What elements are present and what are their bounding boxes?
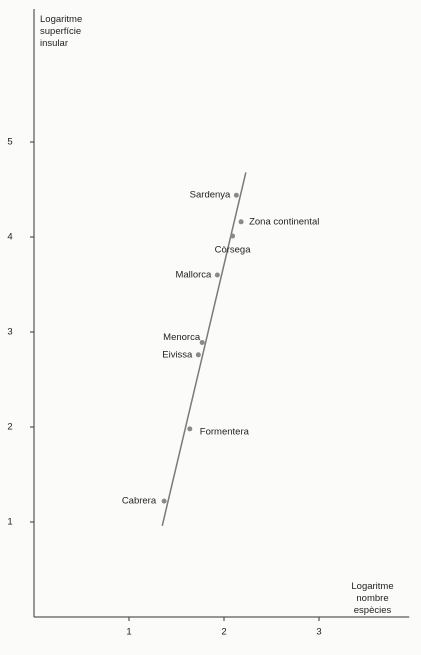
- point: [199, 339, 205, 345]
- point: [195, 352, 201, 358]
- x-tick-label: 3: [316, 627, 321, 638]
- point-label: Eivissa: [162, 349, 193, 360]
- point-label: Còrsega: [215, 245, 252, 256]
- x-axis-title: Logaritme nombre espècies: [351, 581, 394, 616]
- y-tick-label: 4: [7, 232, 12, 243]
- y-tick-label: 5: [7, 137, 12, 148]
- y-tick-label: 3: [7, 327, 12, 338]
- point-label: Menorca: [163, 332, 201, 343]
- point-label: Mallorca: [175, 270, 212, 281]
- fit-line: [161, 172, 247, 526]
- point: [233, 192, 239, 198]
- point: [214, 272, 220, 278]
- x-tick-label: 1: [126, 627, 131, 638]
- point-label: Cabrera: [122, 496, 157, 507]
- y-tick-label: 2: [7, 422, 12, 433]
- point: [187, 426, 193, 432]
- point: [161, 498, 167, 504]
- point-label: Formentera: [200, 426, 250, 437]
- y-tick-label: 1: [7, 517, 12, 528]
- point: [230, 233, 236, 239]
- point-label: Zona continental: [249, 216, 319, 227]
- y-axis-title: Logaritme superfície insular: [40, 14, 83, 49]
- point-label: Sardenya: [190, 190, 231, 201]
- x-tick-label: 2: [221, 627, 226, 638]
- point: [238, 219, 244, 225]
